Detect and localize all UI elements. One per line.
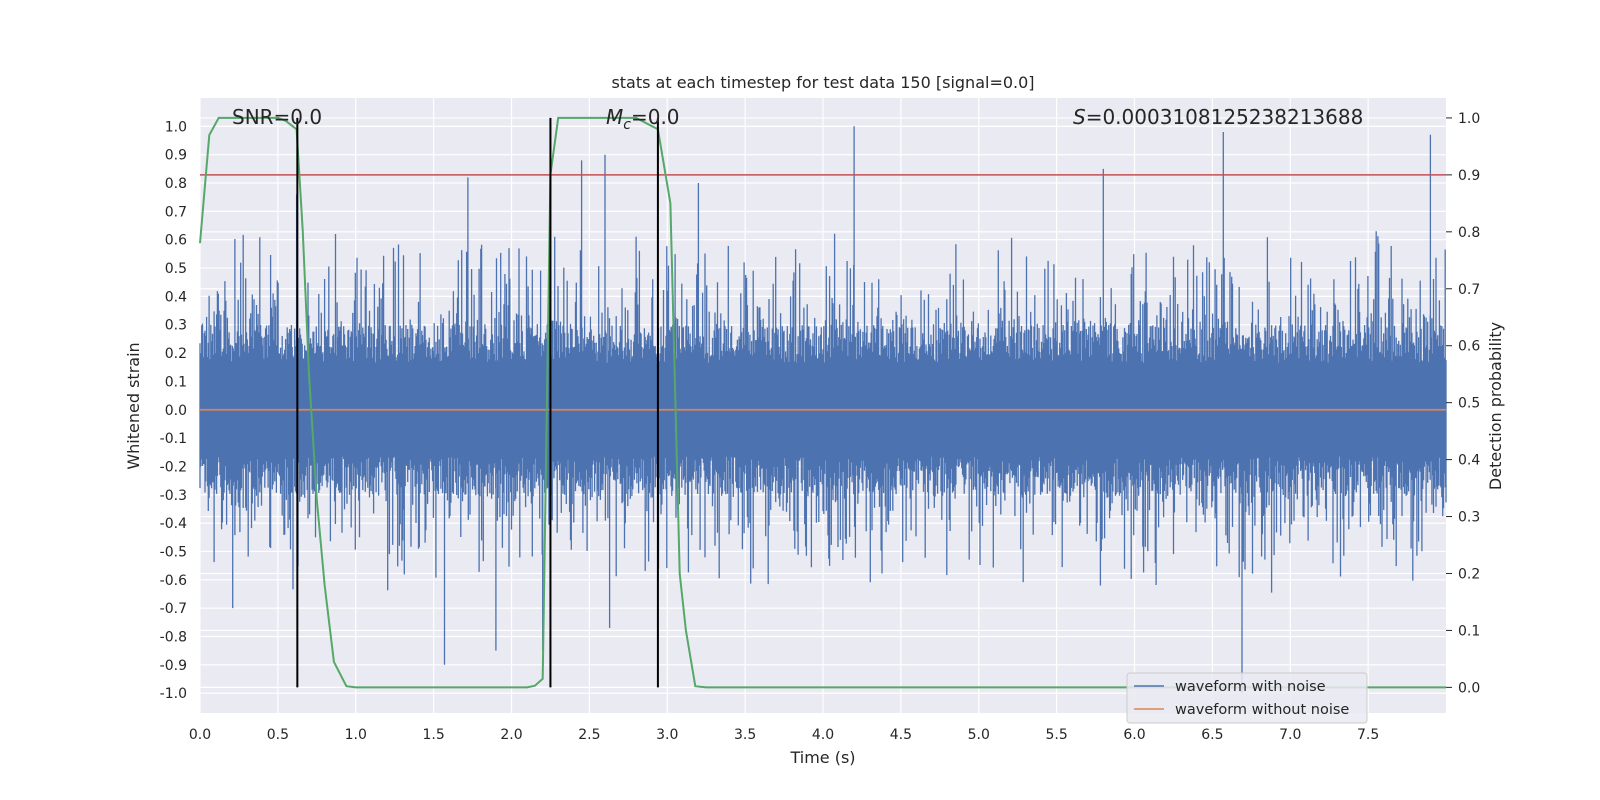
left-y-tick-label-5: 0.5 [165,261,187,277]
x-tick-label-8: 4.0 [812,727,834,743]
left-y-tick-label-6: 0.4 [165,289,187,305]
left-y-tick-label-3: 0.7 [165,204,187,220]
s-value: =0.0003108125238213688 [1086,105,1364,129]
left-y-tick-label-18: -0.8 [160,629,187,645]
x-tick-label-1: 0.5 [267,727,289,743]
left-y-tick-label-1: 0.9 [165,148,187,164]
mc-value: =0.0 [631,105,680,129]
snr-annotation: SNR=0.0 [232,105,322,129]
detection-vertical-lines [296,117,659,688]
left-y-tick-label-2: 0.8 [165,176,187,192]
x-tick-label-13: 6.5 [1201,727,1223,743]
left-y-tick-label-4: 0.6 [165,233,187,249]
left-y-tick-label-14: -0.4 [160,516,187,532]
left-y-tick-label-10: 0.0 [165,403,187,419]
mc-subscript: c [623,117,631,133]
right-y-tick-label-5: 0.5 [1458,396,1480,412]
right-y-tick-label-9: 0.1 [1458,623,1480,639]
x-tick-label-7: 3.5 [734,727,756,743]
left-y-tick-label-11: -0.1 [160,431,187,447]
left-y-tick-label-17: -0.7 [160,601,187,617]
s-symbol: S [1073,105,1086,129]
right-y-axis-ticks: 1.0 0.9 0.8 0.7 0.6 0.5 0.4 0.3 0.2 0.1 0.0 [1446,111,1480,696]
x-tick-label-6: 3.0 [656,727,678,743]
left-y-tick-label-15: -0.5 [160,544,187,560]
x-axis-ticks: 0.0 0.5 1.0 1.5 2.0 2.5 3.0 3.5 4.0 4.5 5.0 5.5 6.0 6… [189,727,1379,743]
mc-symbol: M [606,105,623,129]
left-y-tick-label-12: -0.2 [160,459,187,475]
x-tick-label-0: 0.0 [189,727,211,743]
left-y-tick-label-16: -0.6 [160,573,187,589]
left-y-tick-label-19: -0.9 [160,658,187,674]
left-y-tick-label-20: -1.0 [160,686,187,702]
right-y-tick-label-2: 0.8 [1458,225,1480,241]
x-tick-label-4: 2.0 [500,727,522,743]
left-y-tick-label-0: 1.0 [165,119,187,135]
x-axis-label: Time (s) [789,748,855,767]
x-tick-label-14: 7.0 [1279,727,1301,743]
left-y-axis-ticks: 1.0 0.9 0.8 0.7 0.6 0.5 0.4 0.3 0.2 0.1 0.0 -0.1 -0.… [160,119,187,702]
right-y-axis-label: Detection probability [1486,322,1505,490]
detection-probability-line [199,116,1446,689]
legend: waveform with noise waveform without noi… [1126,672,1368,724]
left-y-axis-label: Whitened strain [124,342,143,469]
chirp-mass-annotation: Mc=0.0 [606,105,680,133]
x-tick-label-15: 7.5 [1357,727,1379,743]
legend-box [1126,672,1368,724]
chart-title: stats at each timestep for test data 150… [611,73,1034,92]
x-tick-label-12: 6.0 [1123,727,1145,743]
right-y-tick-label-6: 0.4 [1458,453,1480,469]
legend-label-noise: waveform with noise [1175,679,1326,695]
right-y-tick-label-4: 0.6 [1458,339,1480,355]
right-y-tick-label-8: 0.2 [1458,566,1480,582]
x-tick-label-11: 5.5 [1045,727,1067,743]
legend-label-clean: waveform without noise [1175,702,1349,718]
x-tick-label-5: 2.5 [578,727,600,743]
left-y-tick-label-7: 0.3 [165,318,187,334]
left-y-tick-label-8: 0.2 [165,346,187,362]
right-y-tick-label-3: 0.7 [1458,282,1480,298]
x-tick-label-9: 4.5 [890,727,912,743]
right-y-tick-label-1: 0.9 [1458,168,1480,184]
x-tick-label-2: 1.0 [345,727,367,743]
right-y-tick-label-10: 0.0 [1458,680,1480,696]
left-y-tick-label-13: -0.3 [160,488,187,504]
left-y-tick-label-9: 0.1 [165,374,187,390]
right-y-tick-label-7: 0.3 [1458,510,1480,526]
x-tick-label-10: 5.0 [968,727,990,743]
statistic-annotation: S=0.0003108125238213688 [1073,105,1363,129]
right-y-tick-label-0: 1.0 [1458,111,1480,127]
x-tick-label-3: 1.5 [422,727,444,743]
